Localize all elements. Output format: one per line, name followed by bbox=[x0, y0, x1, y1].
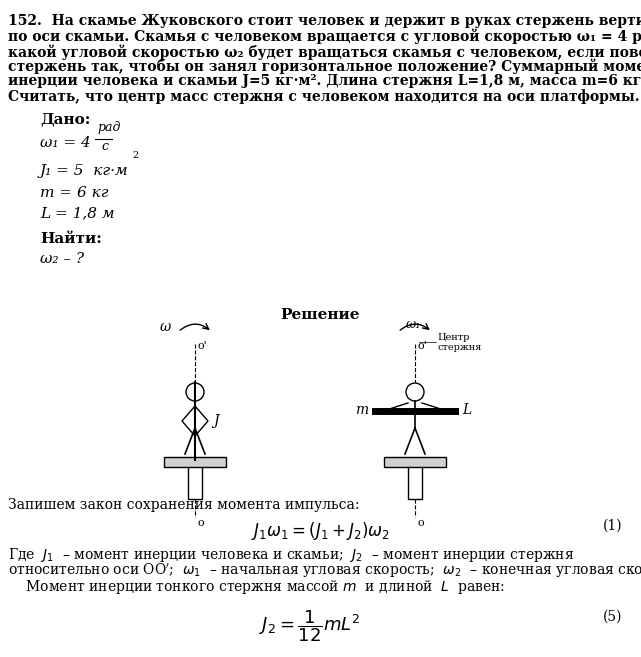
Text: Где  $J_1$  – момент инерции человека и скамьи;  $J_2$  – момент инерции стержня: Где $J_1$ – момент инерции человека и ск… bbox=[8, 546, 574, 564]
Text: L: L bbox=[462, 403, 472, 417]
Text: 152.  На скамье Жуковского стоит человек и держит в руках стержень вертикально: 152. На скамье Жуковского стоит человек … bbox=[8, 14, 641, 28]
Text: 2: 2 bbox=[132, 151, 138, 160]
Bar bbox=[164, 457, 226, 467]
Text: (5): (5) bbox=[603, 610, 622, 624]
Text: стержень так, чтобы он занял горизонтальное положение? Суммарный момент: стержень так, чтобы он занял горизонталь… bbox=[8, 59, 641, 74]
Text: Решение: Решение bbox=[280, 308, 360, 322]
Text: m: m bbox=[356, 403, 369, 417]
Text: Запишем закон сохранения момента импульса:: Запишем закон сохранения момента импульс… bbox=[8, 498, 360, 512]
Text: ω₂ – ?: ω₂ – ? bbox=[40, 252, 84, 266]
Text: по оси скамьи. Скамья с человеком вращается с угловой скоростью ω₁ = 4 рад/с. С: по оси скамьи. Скамья с человеком вращае… bbox=[8, 29, 641, 45]
Text: o: o bbox=[197, 518, 204, 528]
Text: (1): (1) bbox=[603, 519, 622, 533]
Text: o: o bbox=[417, 518, 424, 528]
Text: ω₁ = 4: ω₁ = 4 bbox=[40, 136, 96, 150]
Text: J₁ = 5  кг·м: J₁ = 5 кг·м bbox=[40, 164, 129, 178]
Text: с: с bbox=[101, 140, 108, 153]
Text: Момент инерции тонкого стержня массой $m$  и длиной  $L$  равен:: Момент инерции тонкого стержня массой $m… bbox=[8, 578, 505, 596]
Text: J: J bbox=[213, 414, 219, 428]
Text: рад: рад bbox=[97, 121, 121, 134]
Text: $J_2 = \dfrac{1}{12}mL^2$: $J_2 = \dfrac{1}{12}mL^2$ bbox=[259, 608, 361, 644]
Text: $J_1\omega_1 = (J_1 + J_2)\omega_2$: $J_1\omega_1 = (J_1 + J_2)\omega_2$ bbox=[251, 520, 390, 542]
Text: m = 6 кг: m = 6 кг bbox=[40, 186, 108, 200]
Text: стержня: стержня bbox=[437, 343, 481, 352]
Text: Считать, что центр масс стержня с человеком находится на оси платформы.: Считать, что центр масс стержня с челове… bbox=[8, 89, 640, 104]
Text: Дано:: Дано: bbox=[40, 112, 90, 126]
Text: ω₁: ω₁ bbox=[405, 317, 420, 330]
Text: o': o' bbox=[417, 341, 427, 351]
Text: какой угловой скоростью ω₂ будет вращаться скамья с человеком, если повернуть: какой угловой скоростью ω₂ будет вращать… bbox=[8, 44, 641, 60]
Text: ω: ω bbox=[160, 320, 171, 334]
Text: относительно оси OO$'$;  $\omega_1$  – начальная угловая скорость;  $\omega_2$  : относительно оси OO$'$; $\omega_1$ – нач… bbox=[8, 562, 641, 580]
Text: инерции человека и скамьи J=5 кг·м². Длина стержня L=1,8 м, масса m=6 кг.: инерции человека и скамьи J=5 кг·м². Дли… bbox=[8, 74, 641, 88]
Bar bbox=[384, 457, 446, 467]
Text: L = 1,8 м: L = 1,8 м bbox=[40, 206, 115, 220]
Text: o': o' bbox=[197, 341, 207, 351]
Text: Найти:: Найти: bbox=[40, 232, 102, 246]
Text: Центр: Центр bbox=[437, 333, 469, 342]
